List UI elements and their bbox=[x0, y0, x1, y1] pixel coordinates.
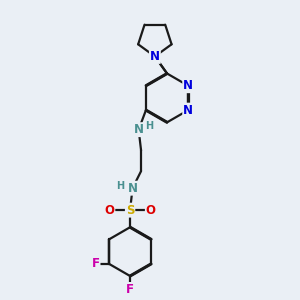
Text: F: F bbox=[126, 283, 134, 296]
Text: H: H bbox=[146, 121, 154, 131]
Text: N: N bbox=[134, 123, 144, 136]
Text: N: N bbox=[183, 103, 193, 117]
Text: O: O bbox=[104, 204, 114, 217]
Text: N: N bbox=[183, 79, 193, 92]
Text: F: F bbox=[92, 257, 100, 270]
Text: O: O bbox=[146, 204, 156, 217]
Text: H: H bbox=[116, 181, 124, 191]
Text: N: N bbox=[150, 50, 160, 63]
Text: N: N bbox=[128, 182, 137, 195]
Text: S: S bbox=[126, 204, 134, 217]
